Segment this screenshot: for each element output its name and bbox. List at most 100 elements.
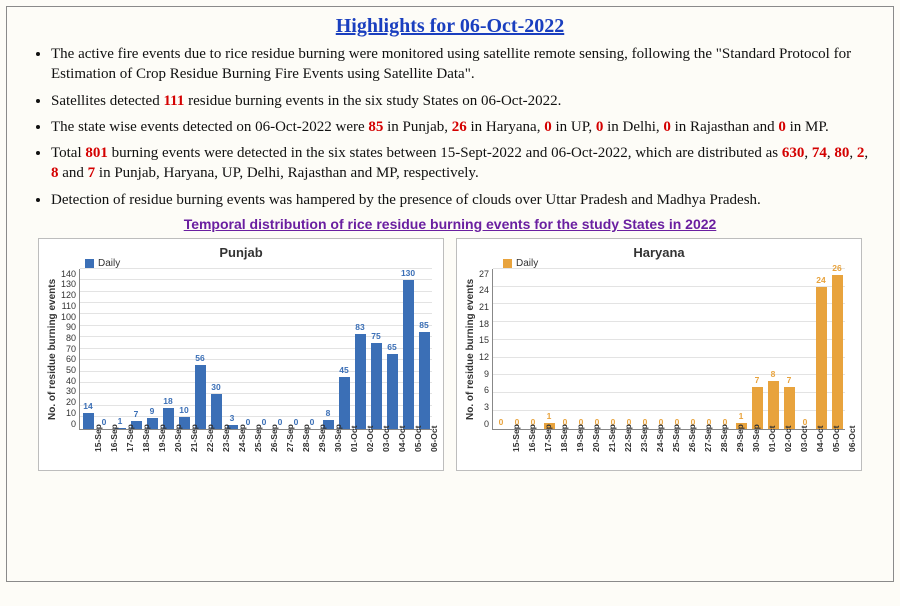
- x-tick-label: 28-Sep: [719, 436, 729, 452]
- y-tick: 12: [479, 352, 489, 362]
- bar-slot: 24: [813, 269, 829, 429]
- x-tick-label: 23-Sep: [221, 436, 231, 452]
- x-tick-label: 03-Oct: [799, 436, 809, 452]
- bar: [752, 387, 763, 428]
- page-title: Highlights for 06-Oct-2022: [25, 15, 875, 38]
- x-tick-label: 21-Sep: [607, 436, 617, 452]
- bar-slot: 1: [733, 269, 749, 429]
- bar-value-label: 30: [211, 382, 220, 392]
- bar-slot: 0: [589, 269, 605, 429]
- bar-slot: 0: [717, 269, 733, 429]
- y-axis-label: No. of residue burning events: [465, 269, 479, 430]
- bar: [387, 354, 398, 428]
- bar-slot: 3: [224, 269, 240, 429]
- x-tick-label: 18-Sep: [559, 436, 569, 452]
- y-tick: 90: [61, 322, 76, 332]
- x-tick-label: 05-Oct: [831, 436, 841, 452]
- x-tick-label: 15-Sep: [511, 436, 521, 452]
- bar-slot: 130: [400, 269, 416, 429]
- bar-slot: 0: [621, 269, 637, 429]
- x-axis: 15-Sep16-Sep17-Sep18-Sep19-Sep20-Sep21-S…: [501, 430, 853, 440]
- bar-value-label: 7: [755, 375, 760, 385]
- bar-slot: 1: [112, 269, 128, 429]
- x-tick-label: 16-Sep: [527, 436, 537, 452]
- bar-slot: 0: [525, 269, 541, 429]
- legend-label: Daily: [98, 258, 120, 269]
- bar-value-label: 65: [387, 342, 396, 352]
- x-tick-label: 19-Sep: [575, 436, 585, 452]
- bar-slot: 0: [304, 269, 320, 429]
- y-tick: 20: [61, 397, 76, 407]
- bar-slot: 45: [336, 269, 352, 429]
- bar-value-label: 7: [134, 409, 139, 419]
- bar-value-label: 18: [163, 396, 172, 406]
- bar-slot: 0: [637, 269, 653, 429]
- bar-value-label: 8: [771, 369, 776, 379]
- bar-value-label: 83: [355, 322, 364, 332]
- x-tick-label: 20-Sep: [173, 436, 183, 452]
- bar-slot: 8: [320, 269, 336, 429]
- y-tick: 10: [61, 408, 76, 418]
- bar: [83, 413, 94, 429]
- x-tick-label: 24-Sep: [655, 436, 665, 452]
- x-tick-label: 04-Oct: [397, 436, 407, 452]
- y-tick: 15: [479, 335, 489, 345]
- x-tick-label: 21-Sep: [189, 436, 199, 452]
- y-tick: 30: [61, 386, 76, 396]
- highlight-item: Total 801 burning events were detected i…: [51, 143, 875, 184]
- x-axis: 15-Sep16-Sep17-Sep18-Sep19-Sep20-Sep21-S…: [83, 430, 435, 440]
- x-tick-label: 23-Sep: [639, 436, 649, 452]
- bar-slot: 18: [160, 269, 176, 429]
- x-tick-label: 16-Sep: [109, 436, 119, 452]
- bar-value-label: 75: [371, 331, 380, 341]
- y-tick: 100: [61, 312, 76, 322]
- bar-slot: 0: [797, 269, 813, 429]
- x-tick-label: 26-Sep: [687, 436, 697, 452]
- bar-slot: 0: [653, 269, 669, 429]
- bar-slot: 7: [781, 269, 797, 429]
- bar: [419, 332, 430, 429]
- bar-slot: 0: [256, 269, 272, 429]
- y-tick: 0: [61, 419, 76, 429]
- y-tick: 18: [479, 319, 489, 329]
- punjab-chart: PunjabDailyNo. of residue burning events…: [38, 238, 444, 471]
- legend-swatch: [503, 259, 512, 268]
- bar-slot: 0: [557, 269, 573, 429]
- bar-slot: 65: [384, 269, 400, 429]
- bar-value-label: 56: [195, 353, 204, 363]
- report-page: Highlights for 06-Oct-2022 The active fi…: [6, 6, 894, 582]
- bar-slot: 14: [80, 269, 96, 429]
- x-tick-label: 02-Oct: [365, 436, 375, 452]
- plot-area: 000100000000000178702426: [492, 269, 845, 430]
- x-tick-label: 01-Oct: [767, 436, 777, 452]
- bar-slot: 26: [829, 269, 845, 429]
- bar-value-label: 10: [179, 405, 188, 415]
- bar-slot: 0: [509, 269, 525, 429]
- bar-value-label: 0: [499, 417, 504, 427]
- bar-value-label: 7: [787, 375, 792, 385]
- x-tick-label: 18-Sep: [141, 436, 151, 452]
- bar: [371, 343, 382, 429]
- charts-subheading: Temporal distribution of rice residue bu…: [25, 216, 875, 232]
- bar-slot: 0: [272, 269, 288, 429]
- y-tick: 110: [61, 301, 76, 311]
- y-tick: 27: [479, 269, 489, 279]
- bar-slot: 0: [240, 269, 256, 429]
- plot-area: 1401791810563030000084583756513085: [79, 269, 432, 430]
- x-tick-label: 22-Sep: [623, 436, 633, 452]
- y-tick: 50: [61, 365, 76, 375]
- y-tick: 80: [61, 333, 76, 343]
- bar-value-label: 26: [832, 263, 841, 273]
- x-tick-label: 29-Sep: [317, 436, 327, 452]
- legend-swatch: [85, 259, 94, 268]
- y-tick: 70: [61, 344, 76, 354]
- y-tick: 0: [479, 419, 489, 429]
- x-tick-label: 27-Sep: [285, 436, 295, 452]
- bar-slot: 7: [749, 269, 765, 429]
- highlight-item: Detection of residue burning events was …: [51, 190, 875, 210]
- x-tick-label: 25-Sep: [253, 436, 263, 452]
- bar: [768, 381, 779, 428]
- haryana-chart: HaryanaDailyNo. of residue burning event…: [456, 238, 862, 471]
- bar-slot: 0: [96, 269, 112, 429]
- bar-slot: 0: [685, 269, 701, 429]
